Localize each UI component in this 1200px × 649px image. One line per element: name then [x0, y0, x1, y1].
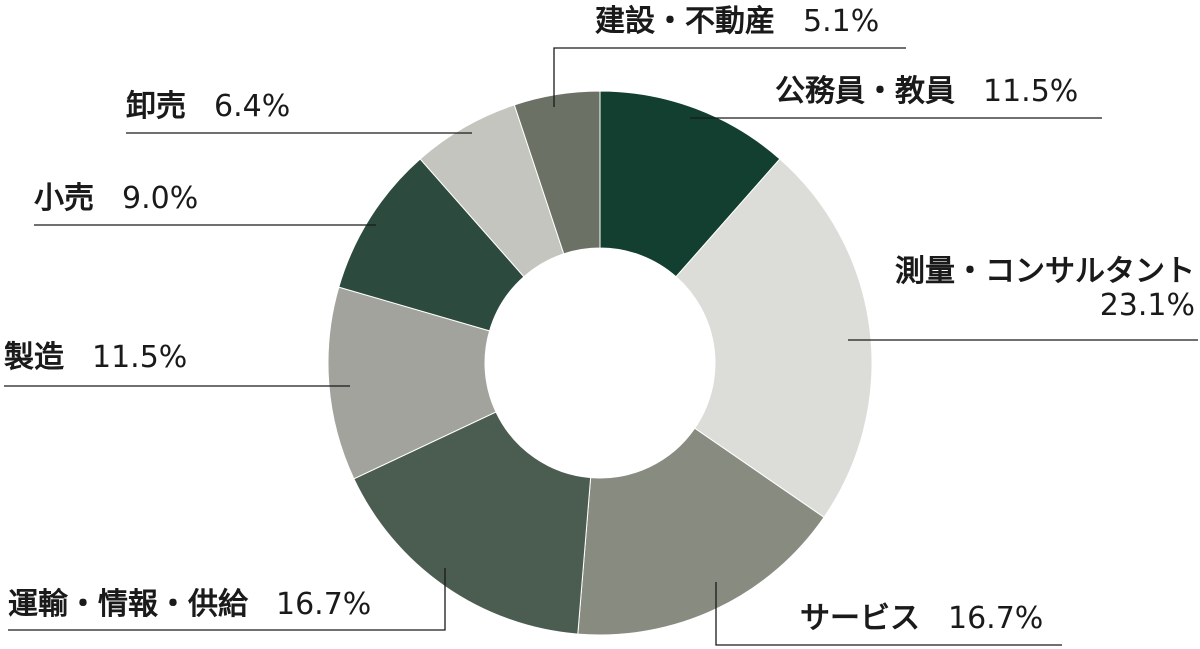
leader-line-2: [715, 582, 1062, 646]
slice-2: [577, 427, 825, 636]
slice-4: [327, 286, 497, 480]
label-unyu: 運輸・情報・供給 16.7%: [8, 587, 372, 622]
label-oroshiuri: 卸売 6.4%: [126, 89, 291, 124]
leader-line-3: [8, 568, 446, 631]
slice-3: [353, 411, 592, 635]
label-service: サービス 16.7%: [800, 601, 1044, 636]
label-seizou: 製造 11.5%: [4, 340, 188, 375]
label-koumuin: 公務員・教員 11.5%: [775, 74, 1079, 109]
leader-line-7: [553, 47, 906, 107]
slice-1: [675, 158, 873, 518]
label-kensetsu: 建設・不動産 5.1%: [595, 4, 880, 39]
slice-7: [513, 90, 601, 255]
slice-0: [599, 90, 781, 278]
label-kouri: 小売 9.0%: [34, 181, 199, 216]
label-sokuryou: 測量・コンサルタント 23.1%: [895, 254, 1195, 323]
